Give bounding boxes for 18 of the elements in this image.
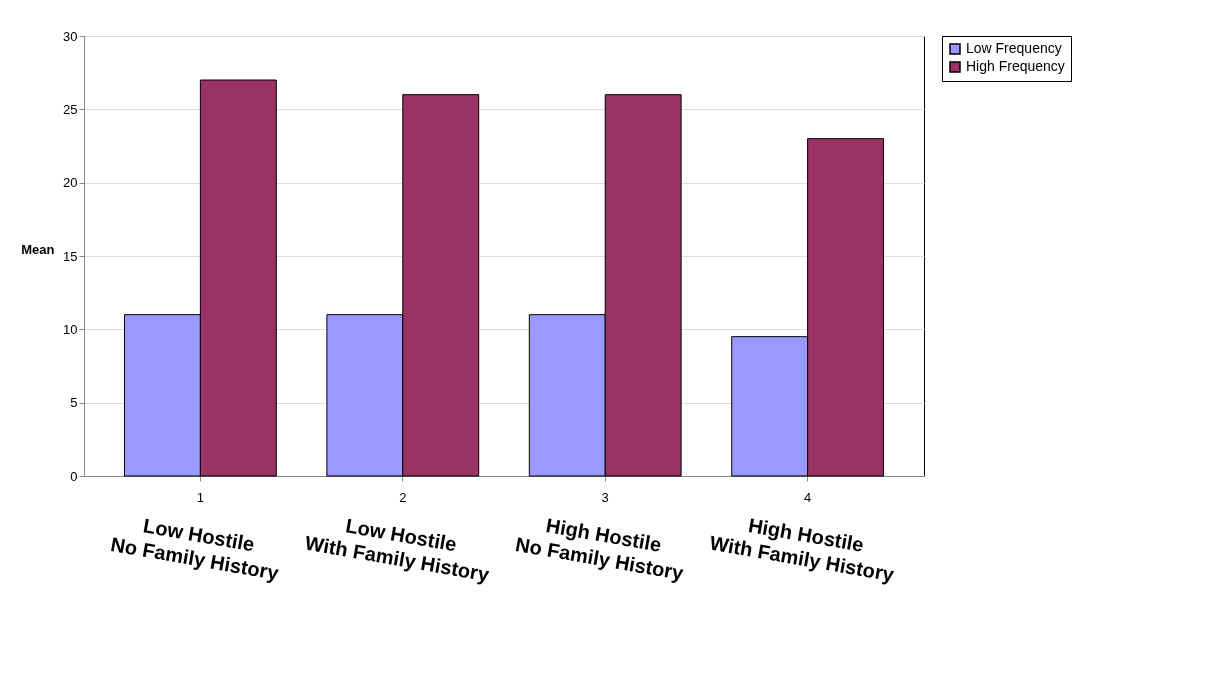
text: Low Hostile No Family History [109,514,282,585]
x-tick-label: 2 [399,489,407,505]
y-axis-title: Mean [21,241,55,257]
text: Low Hostile With Family History [303,514,492,586]
y-tick-label: 30 [63,28,78,44]
y-tick-label: 20 [63,175,78,191]
y-tick-label: 5 [70,395,78,411]
y-tick-label: 0 [70,468,78,484]
legend-label: High Frequency [966,58,1065,74]
x-tick-label: 1 [196,489,204,505]
legend-label: Low Frequency [966,40,1062,56]
x-tick-label: 3 [601,489,609,505]
y-tick-label: 25 [63,101,78,117]
text: High Hostile With Family History [708,513,897,586]
text: High Hostile No Family History [513,513,686,585]
y-tick-label: 15 [63,248,78,264]
y-tick-label: 10 [63,321,78,337]
x-tick-label: 4 [804,489,812,505]
